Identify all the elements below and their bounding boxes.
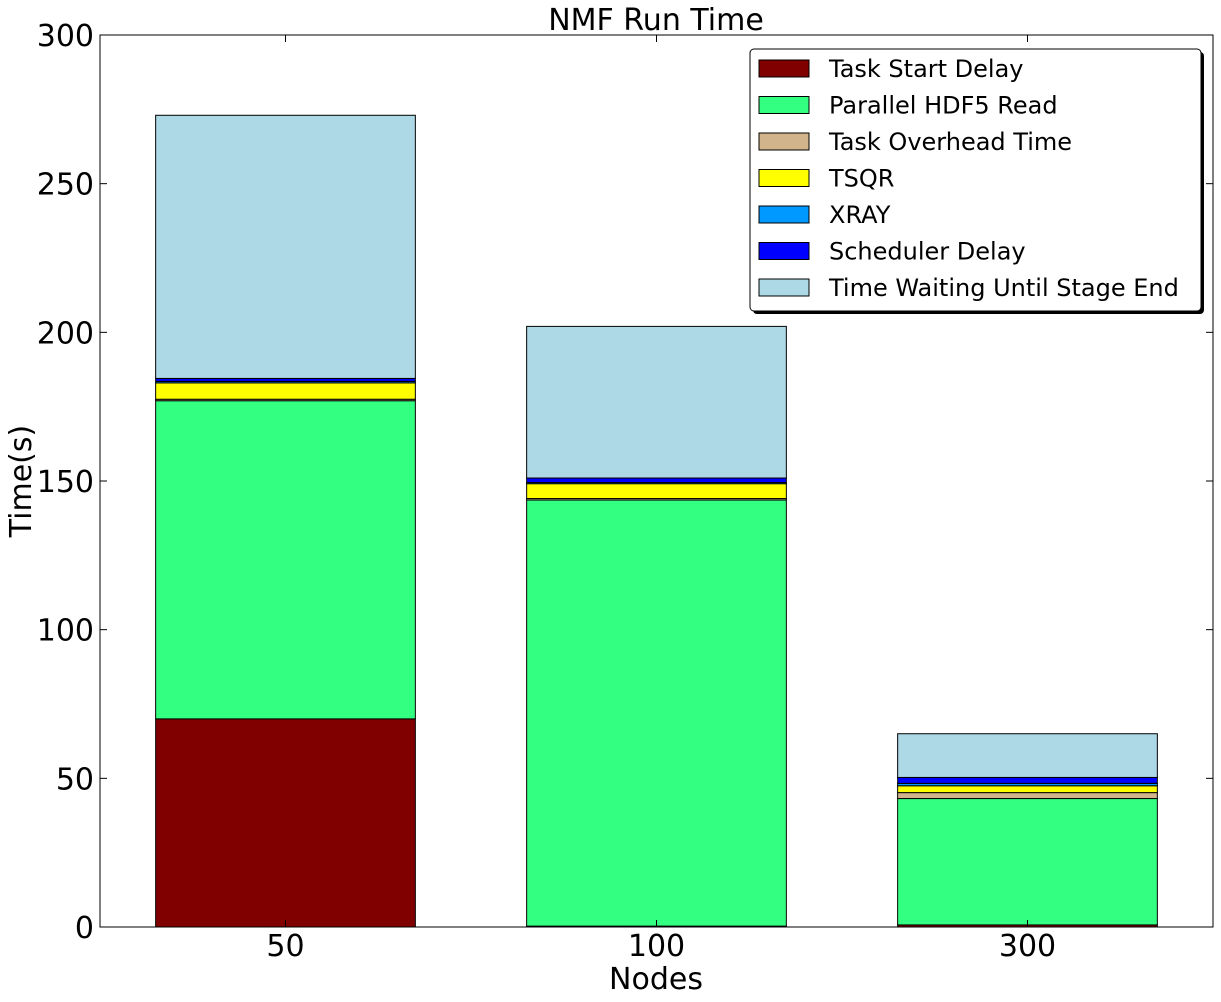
y-tick-label: 50: [56, 762, 94, 797]
bar-segment-300-6: [897, 733, 1158, 778]
bar-segment-300-1: [897, 798, 1158, 926]
bar-segment-50-0: [155, 718, 416, 928]
x-axis-title: Nodes: [609, 962, 703, 997]
bar-segment-300-5: [897, 776, 1158, 784]
y-tick-label: 250: [37, 168, 94, 203]
legend: Task Start Delay Parallel HDF5 Read Task O…: [749, 48, 1204, 314]
bar-segment-50-1: [155, 400, 416, 720]
bars-layer: [155, 114, 1158, 928]
legend-swatch: [758, 96, 810, 114]
y-tick-label: 300: [37, 19, 94, 54]
legend-swatch: [758, 242, 810, 260]
x-tick-label: 100: [628, 929, 685, 964]
legend-label: Time Waiting Until Stage End: [828, 274, 1179, 302]
legend-swatch: [758, 205, 810, 224]
y-tick-label: 0: [75, 911, 94, 946]
bar-segment-100-6: [526, 325, 787, 479]
bar-segment-50-6: [155, 114, 416, 379]
y-tick-label: 150: [37, 465, 94, 500]
axis-ticks: 0 50 100 150 200 250 300 50 100 300: [37, 19, 1213, 964]
legend-box: [749, 48, 1202, 312]
x-tick-label: 50: [266, 929, 304, 964]
bar-segment-300-2: [897, 792, 1158, 800]
legend-swatch: [758, 59, 810, 78]
legend-label: Parallel HDF5 Read: [829, 92, 1058, 120]
y-axis-title: Time(s): [4, 425, 39, 538]
legend-swatch: [758, 132, 810, 151]
legend-label: XRAY: [829, 201, 891, 229]
legend-label: Task Overhead Time: [828, 128, 1072, 156]
chart-title: NMF Run Time: [548, 3, 764, 38]
legend-label: TSQR: [828, 165, 894, 193]
x-tick-label: 300: [999, 929, 1056, 964]
legend-label: Task Start Delay: [828, 55, 1024, 83]
bar-segment-100-5: [526, 477, 787, 483]
y-tick-label: 100: [37, 614, 94, 649]
bar-segment-100-3: [526, 483, 787, 500]
y-tick-label: 200: [37, 316, 94, 351]
bar-segment-50-3: [155, 382, 416, 400]
bar-segment-100-1: [526, 499, 787, 927]
legend-label: Scheduler Delay: [829, 238, 1026, 266]
bar-segment-300-3: [897, 785, 1158, 794]
legend-swatch: [758, 169, 810, 187]
legend-swatch: [758, 278, 810, 297]
